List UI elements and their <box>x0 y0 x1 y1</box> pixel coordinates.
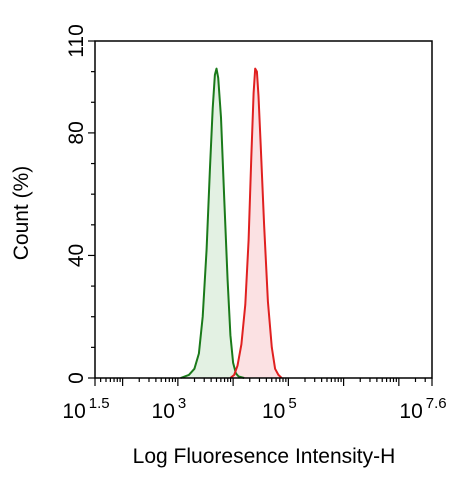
x-tick-label-exponent: 1.5 <box>89 395 110 412</box>
series-1-line <box>229 67 283 379</box>
x-tick-label-base: 10 <box>399 400 422 423</box>
y-tick-label: 0 <box>65 372 88 384</box>
x-tick-label-base: 10 <box>262 400 285 423</box>
x-tick-label-exponent: 7.6 <box>426 395 447 412</box>
series-lines <box>180 67 283 379</box>
y-axis-title: Count (%) <box>10 166 33 261</box>
x-axis-title: Log Fluoresence Intensity-H <box>133 445 396 468</box>
y-tick-label: 40 <box>65 244 88 267</box>
x-tick-label-base: 10 <box>152 400 175 423</box>
y-tick-label: 80 <box>65 121 88 144</box>
x-tick-label-exponent: 5 <box>288 395 296 412</box>
x-tick-label: 10 7.6 <box>399 395 446 423</box>
plot-area-border <box>94 40 433 379</box>
plot-frame <box>94 40 433 379</box>
x-tick-label: 10 3 <box>152 395 187 423</box>
y-tick-label: 110 <box>65 24 88 57</box>
x-tick-label: 10 1.5 <box>62 395 109 423</box>
y-axis-ticks: 0 40 80 110 <box>65 24 95 384</box>
series-1-area <box>230 68 282 378</box>
series-0-line <box>180 67 245 379</box>
x-tick-label: 10 5 <box>262 395 297 423</box>
x-axis-ticks: 10 1.5 10 3 10 5 10 7.6 <box>62 378 447 423</box>
x-tick-label-base: 10 <box>62 400 85 423</box>
x-tick-label-exponent: 3 <box>178 395 186 412</box>
